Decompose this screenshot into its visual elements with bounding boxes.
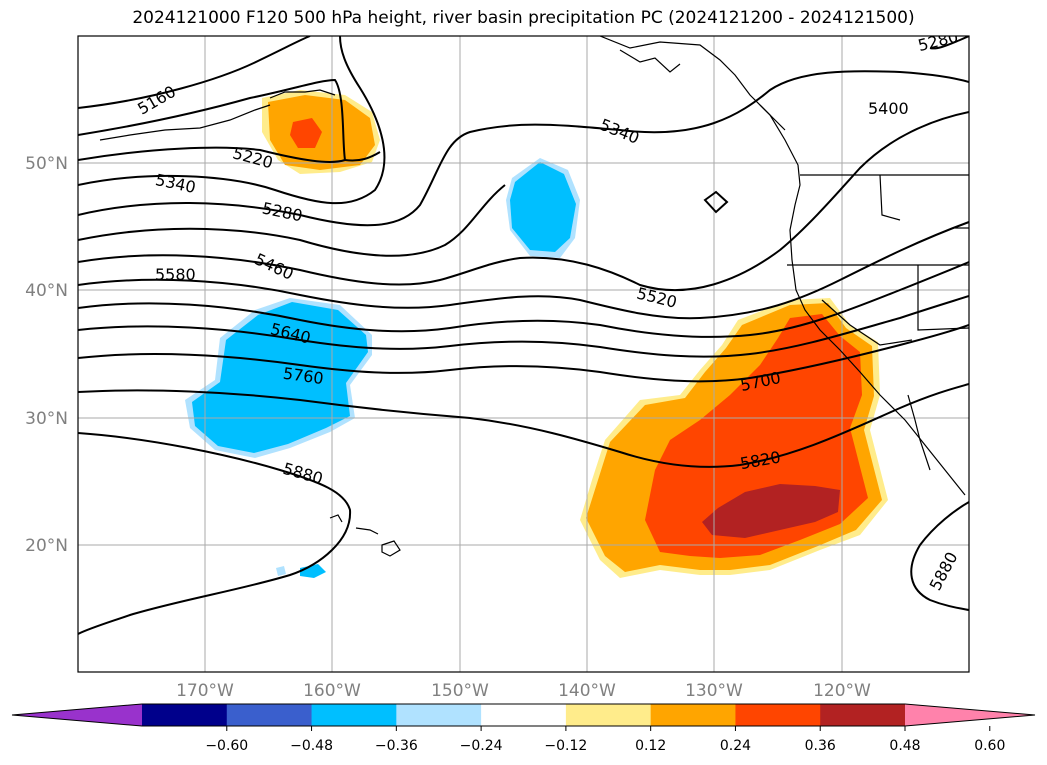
colorbar-segment [311, 704, 397, 726]
map-border [77, 35, 970, 673]
lat-label-20n: 20°N [25, 536, 68, 556]
colorbar-tick-label: −0.24 [460, 738, 503, 754]
lon-label-140w: 140°W [558, 681, 616, 701]
lon-label-130w: 130°W [685, 681, 743, 701]
lon-label-160w: 160°W [303, 681, 361, 701]
colorbar-segment [820, 704, 906, 726]
colorbar-tick-label: 0.36 [805, 738, 836, 754]
colorbar-segment [142, 704, 228, 726]
colorbar-tick-label: −0.48 [290, 738, 333, 754]
colorbar-segment [735, 704, 821, 726]
map-title: 2024121000 F120 500 hPa height, river ba… [132, 8, 915, 28]
colorbar-tick-label: 0.12 [635, 738, 666, 754]
colorbar-segment [565, 704, 652, 726]
lat-label-30n: 30°N [25, 409, 68, 429]
colorbar-segment [226, 704, 313, 726]
colorbar-tick-label: −0.12 [544, 738, 587, 754]
colorbar-segment [905, 704, 1035, 726]
lon-label-150w: 150°W [431, 681, 489, 701]
latitude-labels: 50°N 40°N 30°N 20°N [25, 154, 68, 556]
graticule [78, 36, 969, 672]
colorbar-tick-label: 0.48 [889, 738, 920, 754]
colorbar-tick-label: 0.24 [720, 738, 751, 754]
contour-label: 5580 [155, 265, 196, 284]
colorbar-tick-label: 0.60 [974, 738, 1005, 754]
lat-label-40n: 40°N [25, 281, 68, 301]
colorbar-segment [650, 704, 736, 726]
colorbar-segment [12, 704, 142, 726]
colorbar: −0.60 −0.48 −0.36 −0.24 −0.12 0.12 0.24 0.36 0.4… [11, 703, 1036, 754]
lat-label-50n: 50°N [25, 154, 68, 174]
height-contours [78, 36, 969, 635]
colorbar-segment [396, 704, 482, 726]
colorbar-segment [481, 704, 567, 726]
longitude-labels: 170°W 160°W 150°W 140°W 130°W 120°W [176, 681, 871, 701]
colorbar-outline [11, 703, 1036, 727]
colorbar-tick-label: −0.36 [375, 738, 418, 754]
coastlines [99, 36, 969, 557]
lon-label-120w: 120°W [813, 681, 871, 701]
colorbar-tick-label: −0.60 [205, 738, 248, 754]
precip-shading [185, 90, 888, 578]
contour-label: 5400 [868, 99, 909, 118]
lon-label-170w: 170°W [176, 681, 234, 701]
